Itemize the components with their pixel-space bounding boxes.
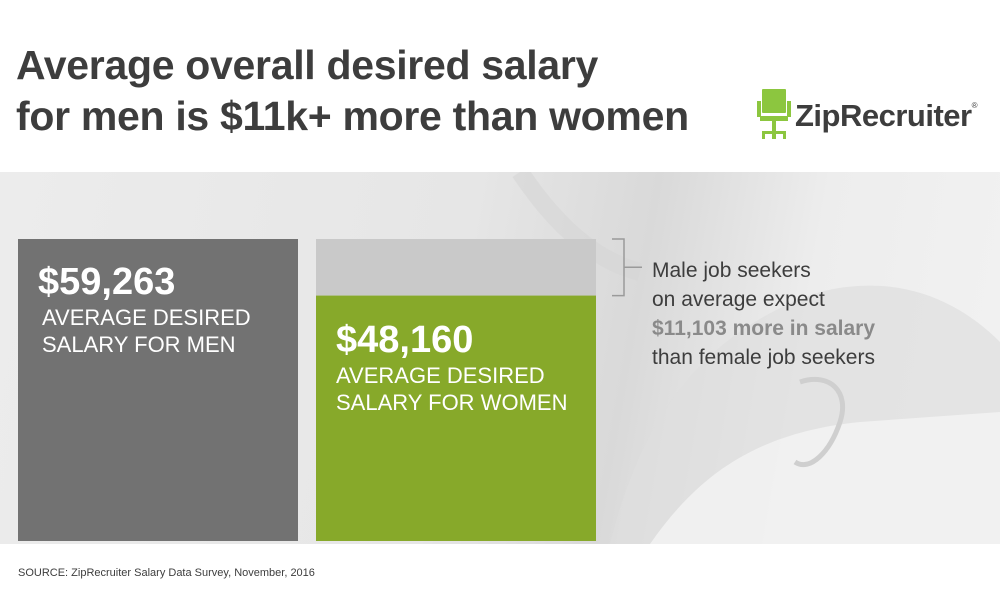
- ziprecruiter-logo: ZipRecruiter®: [757, 86, 978, 144]
- page-title: Average overall desired salary for men i…: [16, 40, 689, 142]
- source-note: SOURCE: ZipRecruiter Salary Data Survey,…: [18, 567, 315, 579]
- annotation-line-4: than female job seekers: [652, 346, 875, 369]
- bar-label-women: $48,160 AVERAGE DESIRED SALARY FOR WOMEN: [336, 318, 567, 416]
- difference-annotation: Male job seekers on average expect $11,1…: [652, 256, 875, 372]
- bar-caption-men-line-2: SALARY FOR MEN: [42, 332, 236, 357]
- bar-women: [316, 295, 596, 541]
- gap-bracket: [612, 238, 642, 297]
- bar-value-label-women: $48,160: [336, 319, 474, 361]
- registered-mark: ®: [971, 101, 978, 110]
- title-line-2: for men is $11k+ more than women: [16, 93, 689, 139]
- bar-caption-women: AVERAGE DESIRED SALARY FOR WOMEN: [336, 362, 567, 416]
- bar-value-label-men: $59,263: [38, 261, 176, 303]
- bar-men: [18, 239, 298, 541]
- bar-label-men: $59,263 AVERAGE DESIRED SALARY FOR MEN: [38, 260, 251, 358]
- bar-caption-women-line-2: SALARY FOR WOMEN: [336, 390, 568, 415]
- logo-wordmark: ZipRecruiter®: [795, 98, 978, 133]
- bar-caption-men-line-1: AVERAGE DESIRED: [42, 305, 251, 330]
- annotation-line-2: on average expect: [652, 288, 825, 311]
- chair-icon: [757, 89, 791, 139]
- annotation-highlight: $11,103 more in salary: [652, 317, 875, 340]
- annotation-line-1: Male job seekers: [652, 259, 811, 282]
- title-line-1: Average overall desired salary: [16, 42, 599, 88]
- bar-caption-men: AVERAGE DESIRED SALARY FOR MEN: [38, 304, 251, 358]
- salary-gap-area: [316, 239, 596, 296]
- bar-caption-women-line-1: AVERAGE DESIRED: [336, 363, 545, 388]
